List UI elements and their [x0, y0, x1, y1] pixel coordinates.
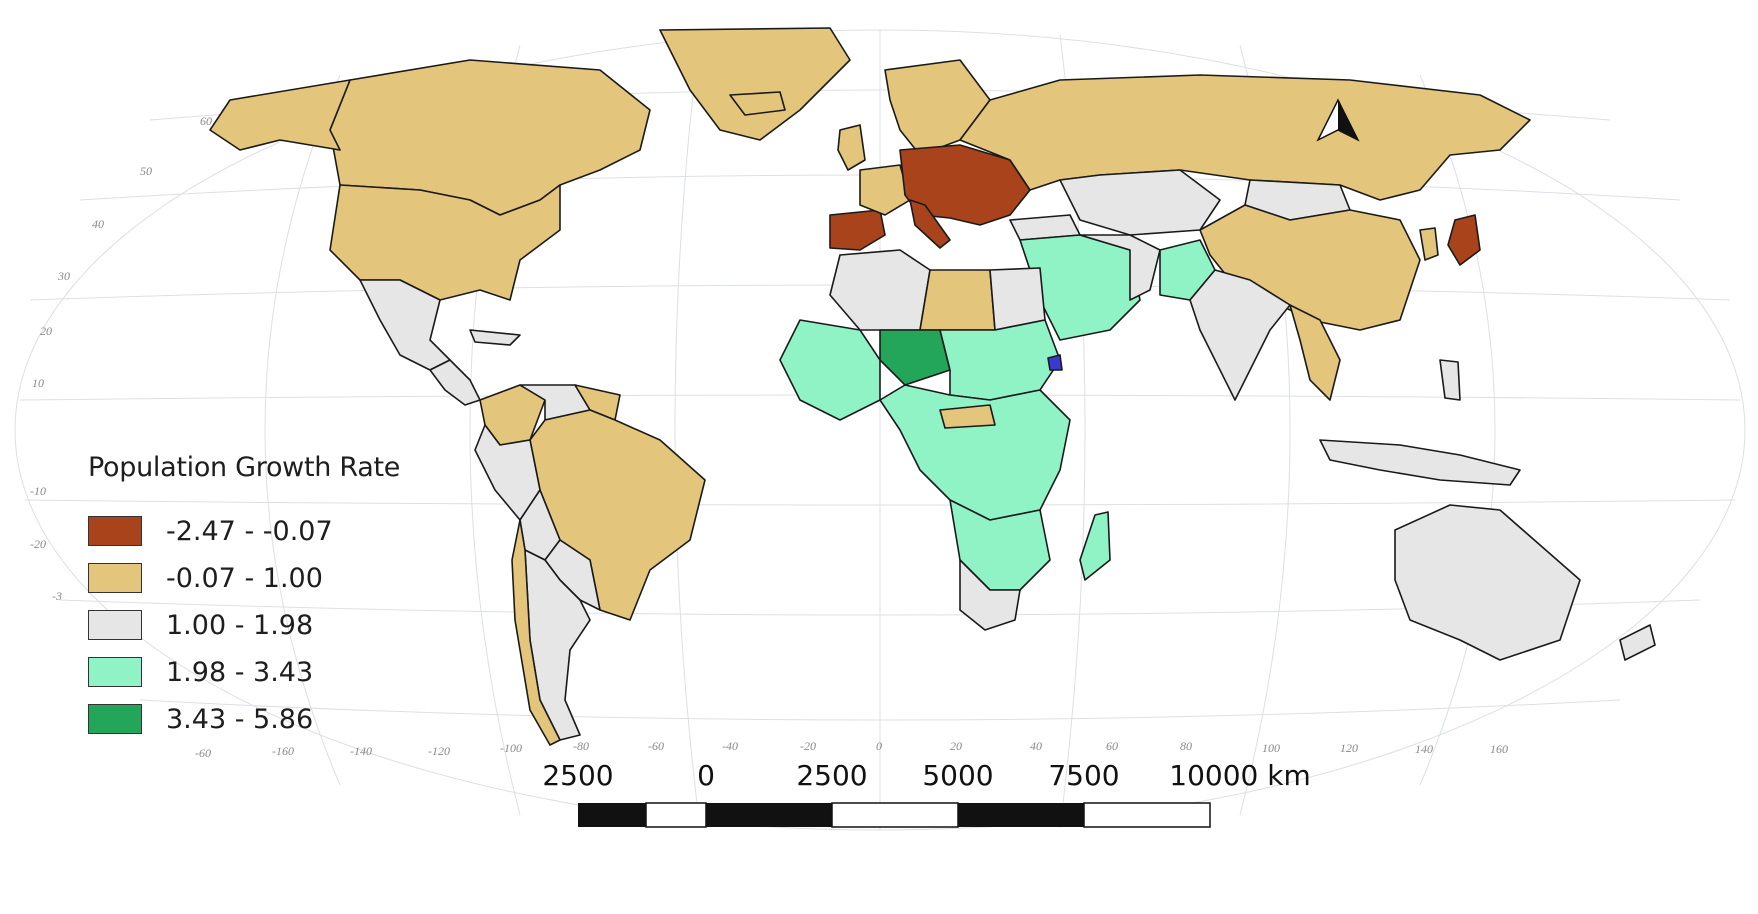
scale-segment: [645, 802, 707, 828]
lat-label: -20: [30, 537, 46, 551]
scale-label: 2500: [542, 759, 613, 792]
scale-label: 0: [697, 759, 715, 792]
lon-label: 40: [1030, 739, 1042, 753]
country-chile: [511, 519, 561, 746]
country-iceland: [729, 91, 786, 116]
country-indonesia: [1319, 439, 1521, 486]
legend-label: -0.07 - 1.00: [166, 562, 323, 594]
country-central-america: [429, 359, 481, 406]
lon-label: -100: [500, 741, 522, 755]
countries: [209, 27, 1656, 746]
lon-label: -40: [722, 739, 738, 753]
scale-segment: [578, 803, 646, 827]
legend-item: -2.47 - -0.07: [88, 514, 333, 548]
scale-label: 2500: [796, 759, 867, 792]
legend-item: 1.98 - 3.43: [88, 655, 313, 689]
scale-segment: [706, 803, 832, 827]
country-kazakhstan: [1059, 169, 1221, 236]
legend-swatch: [88, 516, 142, 546]
country-caribbean: [469, 329, 521, 346]
lon-label: -60: [195, 746, 211, 760]
scale-label: 10000 km: [1169, 759, 1310, 792]
legend-swatch: [88, 657, 142, 687]
country-madagascar: [1079, 511, 1111, 581]
legend-label: 3.43 - 5.86: [166, 703, 314, 735]
country-alaska: [209, 79, 351, 151]
country-greenland: [659, 27, 851, 141]
legend-swatch: [88, 563, 142, 593]
country-car: [939, 404, 996, 429]
north-arrow-icon: [1316, 98, 1360, 142]
country-algeria: [829, 249, 931, 331]
legend-item: 3.43 - 5.86: [88, 702, 313, 736]
country-france: [859, 164, 911, 216]
country-west-africa: [779, 319, 881, 421]
lon-label: -160: [272, 744, 294, 758]
country-egypt: [989, 267, 1046, 331]
country-libya: [919, 269, 996, 331]
country-south-africa: [959, 559, 1021, 631]
legend-label: 1.00 - 1.98: [166, 609, 314, 641]
latitude-labels: 60 50 40 30 20 10 -10 -20 -3: [30, 114, 212, 603]
lon-label: -120: [428, 744, 450, 758]
lon-label: 140: [1415, 742, 1433, 756]
legend-swatch: [88, 610, 142, 640]
legend-item: -0.07 - 1.00: [88, 561, 323, 595]
scale-label: 7500: [1048, 759, 1119, 792]
lat-label: 50: [140, 164, 152, 178]
lon-label: -20: [800, 739, 816, 753]
scale-label: 5000: [922, 759, 993, 792]
lat-label: 40: [92, 217, 104, 231]
country-niger: [879, 329, 951, 386]
legend-label: -2.47 - -0.07: [166, 515, 333, 547]
lat-label: 20: [40, 324, 52, 338]
lat-label: 60: [200, 114, 212, 128]
legend-label: 1.98 - 3.43: [166, 656, 314, 688]
country-chad-sudan: [939, 319, 1061, 401]
scale-bar: 2500 0 2500 5000 7500 10000 km: [542, 759, 1311, 828]
country-new-zealand: [1619, 624, 1656, 661]
lon-label: -80: [573, 739, 589, 753]
legend-swatch: [88, 704, 142, 734]
lon-label: 80: [1180, 739, 1192, 753]
lon-label: -140: [350, 744, 372, 758]
lat-label: -3: [52, 589, 62, 603]
scale-segment: [831, 802, 959, 828]
lon-label: 100: [1262, 741, 1280, 755]
lon-label: 160: [1490, 742, 1508, 756]
scale-segment: [1083, 802, 1211, 828]
longitude-labels: -60 -160 -140 -120 -100 -80 -60 -40 -20 …: [195, 739, 1508, 760]
legend-item: 1.00 - 1.98: [88, 608, 313, 642]
country-iran: [1079, 234, 1161, 301]
country-italy: [909, 199, 951, 249]
scale-segment: [958, 803, 1084, 827]
lon-label: -60: [648, 739, 664, 753]
country-southeast-asia: [1289, 304, 1341, 401]
lat-label: -10: [30, 484, 46, 498]
country-japan: [1447, 214, 1481, 266]
country-russia: [959, 74, 1531, 201]
legend: Population Growth Rate -2.47 - -0.07 -0.…: [88, 452, 448, 752]
lat-label: 10: [32, 376, 44, 390]
country-india: [1189, 269, 1291, 401]
lon-label: 120: [1340, 741, 1358, 755]
lat-label: 30: [57, 269, 70, 283]
country-eritrea: [1047, 354, 1063, 371]
country-australia: [1394, 504, 1581, 661]
country-korea: [1419, 227, 1439, 261]
legend-title: Population Growth Rate: [88, 452, 401, 483]
country-uk: [837, 124, 866, 171]
lon-label: 60: [1106, 739, 1118, 753]
country-philippines: [1439, 359, 1461, 401]
lon-label: 0: [876, 739, 882, 753]
country-central-africa: [879, 384, 1071, 521]
country-spain: [829, 209, 886, 251]
lon-label: 20: [950, 739, 962, 753]
